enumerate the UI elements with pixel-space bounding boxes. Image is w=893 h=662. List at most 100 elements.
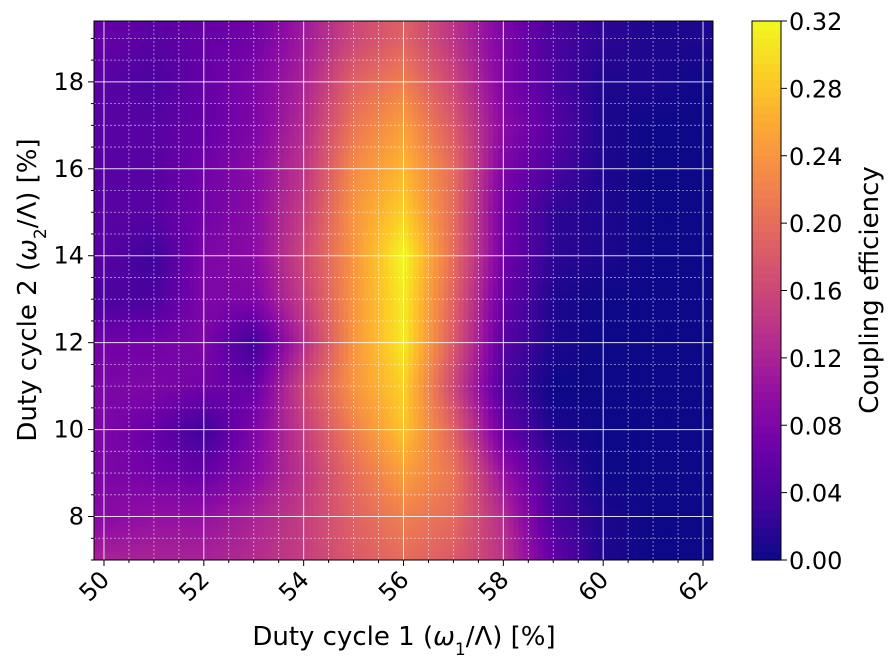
heatmap-cell: [118, 199, 125, 205]
heatmap-cell: [183, 273, 190, 279]
heatmap-cell: [243, 181, 250, 187]
heatmap-cell: [173, 160, 180, 166]
heatmap-cell: [178, 429, 185, 435]
heatmap-cell: [123, 173, 130, 179]
heatmap-cell: [288, 399, 295, 405]
heatmap-cell: [253, 481, 260, 487]
heatmap-cell: [208, 333, 215, 339]
heatmap-cell: [173, 477, 180, 483]
heatmap-cell: [213, 442, 220, 448]
heatmap-cell: [163, 229, 170, 235]
heatmap-cell: [153, 203, 160, 209]
heatmap-cell: [233, 364, 240, 370]
heatmap-cell: [98, 260, 105, 266]
heatmap-cell: [118, 212, 125, 218]
heatmap-cell: [293, 538, 300, 544]
heatmap-cell: [193, 225, 200, 231]
heatmap-cell: [138, 190, 145, 196]
heatmap-cell: [218, 503, 225, 509]
heatmap-cell: [293, 503, 300, 509]
heatmap-cell: [263, 355, 270, 361]
heatmap-cell: [118, 177, 125, 183]
heatmap-cell: [243, 329, 250, 335]
heatmap-cell: [253, 460, 260, 465]
heatmap-cell: [273, 373, 280, 379]
heatmap-cell: [123, 394, 130, 400]
heatmap-cell: [228, 342, 235, 348]
heatmap-cell: [158, 55, 165, 61]
heatmap-cell: [278, 264, 285, 270]
heatmap-cell: [213, 342, 220, 348]
heatmap-cell: [233, 286, 240, 292]
heatmap-cell: [233, 90, 240, 96]
heatmap-cell: [94, 277, 100, 283]
heatmap-cell: [153, 351, 160, 357]
heatmap-cell: [98, 525, 105, 531]
heatmap-cell: [223, 34, 230, 39]
heatmap-cell: [233, 129, 240, 135]
heatmap-cell: [243, 338, 250, 344]
heatmap-cell: [258, 433, 265, 439]
heatmap-cell: [108, 29, 115, 35]
heatmap-cell: [128, 542, 135, 548]
heatmap-cell: [238, 325, 245, 331]
heatmap-cell: [293, 473, 300, 479]
heatmap-cell: [218, 460, 225, 465]
heatmap-cell: [278, 112, 285, 118]
heatmap-cell: [168, 112, 175, 118]
heatmap-cell: [208, 364, 215, 370]
heatmap-cell: [138, 503, 145, 509]
heatmap-cell: [128, 355, 135, 361]
heatmap-cell: [263, 64, 270, 70]
heatmap-cell: [173, 342, 180, 348]
heatmap-cell: [268, 451, 275, 457]
heatmap-cell: [293, 455, 300, 461]
heatmap-cell: [168, 533, 175, 539]
heatmap-cell: [133, 138, 140, 144]
heatmap-cell: [168, 186, 175, 192]
heatmap-cell: [193, 499, 200, 505]
heatmap-cell: [153, 277, 160, 283]
heatmap-cell: [203, 303, 210, 309]
heatmap-cell: [168, 86, 175, 92]
heatmap-cell: [293, 468, 300, 474]
heatmap-cell: [253, 347, 260, 352]
heatmap-cell: [98, 403, 105, 409]
heatmap-cell: [168, 242, 175, 248]
heatmap-cell: [148, 486, 155, 492]
heatmap-cell: [223, 451, 230, 457]
heatmap-cell: [173, 225, 180, 231]
heatmap-cell: [148, 147, 155, 153]
heatmap-cell: [268, 47, 275, 53]
heatmap-cell: [173, 134, 180, 139]
heatmap-cell: [163, 338, 170, 344]
heatmap-cell: [163, 520, 170, 526]
heatmap-cell: [168, 420, 175, 426]
heatmap-cell: [108, 134, 115, 139]
heatmap-cell: [178, 181, 185, 187]
heatmap-cell: [223, 468, 230, 474]
heatmap-cell: [188, 238, 195, 244]
heatmap-cell: [238, 90, 245, 96]
heatmap-cell: [133, 394, 140, 400]
heatmap-cell: [128, 320, 135, 326]
heatmap-cell: [108, 364, 115, 370]
heatmap-cell: [283, 199, 290, 205]
heatmap-cell: [158, 42, 165, 48]
heatmap-cell: [223, 86, 230, 92]
heatmap-cell: [228, 316, 235, 322]
heatmap-cell: [208, 546, 215, 552]
heatmap-cell: [113, 538, 120, 544]
heatmap-cell: [133, 60, 140, 66]
heatmap-cell: [198, 451, 205, 457]
heatmap-cell: [94, 281, 100, 287]
heatmap-cell: [198, 77, 205, 83]
heatmap-cell: [178, 251, 185, 257]
heatmap-cell: [283, 333, 290, 339]
heatmap-cell: [208, 134, 215, 139]
heatmap-cell: [228, 190, 235, 196]
heatmap-cell: [128, 442, 135, 448]
heatmap-cell: [158, 468, 165, 474]
heatmap-cell: [268, 303, 275, 309]
heatmap-cell: [94, 247, 100, 252]
